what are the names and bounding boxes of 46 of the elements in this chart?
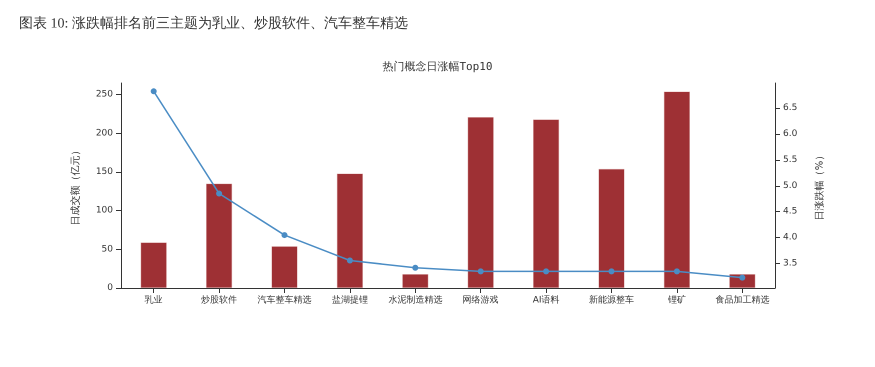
y2-tick-label: 6.5 bbox=[783, 102, 798, 113]
bar bbox=[140, 242, 167, 288]
point bbox=[346, 257, 353, 264]
x-tick-label: 盐湖提锂 bbox=[332, 294, 368, 306]
x-tick-label: 锂矿 bbox=[666, 294, 686, 306]
point bbox=[150, 88, 157, 94]
y2-tick-label: 5.0 bbox=[783, 180, 798, 191]
bar bbox=[402, 274, 428, 288]
y-tick-label: 0 bbox=[107, 283, 114, 293]
point bbox=[739, 274, 746, 281]
chart-title: 图表 10: 涨跌幅排名前三主题为乳业、炒股软件、汽车整车精选 bbox=[19, 16, 408, 32]
bar bbox=[336, 174, 363, 288]
bar bbox=[664, 92, 690, 288]
x-tick-label: 网络游戏 bbox=[462, 294, 499, 306]
x-tick-label: 新能源整车 bbox=[589, 294, 634, 306]
x-tick-label: AI语料 bbox=[532, 294, 560, 306]
y-tick-label: 100 bbox=[96, 206, 114, 216]
y2-tick-label: 4.0 bbox=[783, 232, 798, 243]
point bbox=[674, 268, 680, 274]
chart-subtitle: 热门概念日涨幅Top10 bbox=[382, 60, 493, 73]
bar bbox=[468, 117, 494, 288]
y2-tick-label: 3.5 bbox=[783, 258, 798, 269]
bar bbox=[533, 119, 560, 288]
y-tick-label: 200 bbox=[96, 128, 114, 138]
point bbox=[478, 268, 484, 274]
y2-axis-title: 日涨跌幅（%） bbox=[814, 150, 826, 220]
x-tick-label: 炒股软件 bbox=[201, 294, 238, 306]
x-tick-label: 水泥制造精选 bbox=[388, 294, 442, 306]
bar bbox=[271, 246, 298, 288]
point bbox=[216, 190, 222, 197]
x-tick-label: 乳业 bbox=[144, 294, 163, 306]
x-tick-label: 汽车整车精选 bbox=[258, 294, 312, 306]
point bbox=[412, 264, 418, 271]
point bbox=[608, 268, 614, 274]
y-axis-title: 日成交额（亿元） bbox=[70, 146, 82, 226]
y2-tick-label: 5.5 bbox=[783, 154, 798, 165]
x-tick-label: 食品加工精选 bbox=[715, 294, 770, 306]
point bbox=[282, 232, 288, 238]
bar bbox=[206, 184, 232, 288]
point bbox=[543, 268, 550, 274]
y2-tick-label: 4.5 bbox=[783, 206, 798, 217]
bar bbox=[598, 168, 625, 288]
y-tick-label: 50 bbox=[102, 244, 114, 254]
y2-tick-label: 6.0 bbox=[783, 128, 798, 139]
y-tick-label: 250 bbox=[96, 90, 114, 100]
y-tick-label: 150 bbox=[96, 166, 114, 177]
